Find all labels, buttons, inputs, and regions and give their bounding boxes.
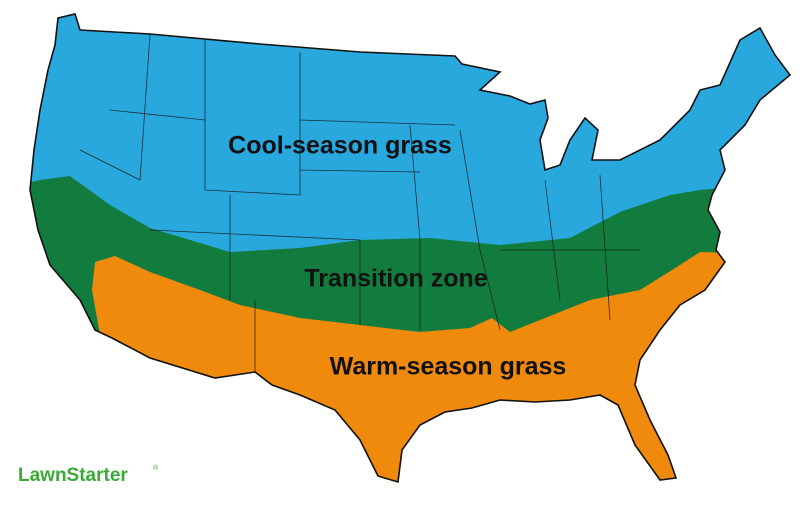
- region-label: Warm-season grass: [330, 353, 567, 381]
- brand-mark: ®: [153, 464, 159, 472]
- brand-name: LawnStarter: [18, 465, 128, 486]
- region-label: Cool-season grass: [228, 132, 452, 160]
- region-label: Transition zone: [304, 265, 487, 293]
- state-borders: [79, 33, 640, 372]
